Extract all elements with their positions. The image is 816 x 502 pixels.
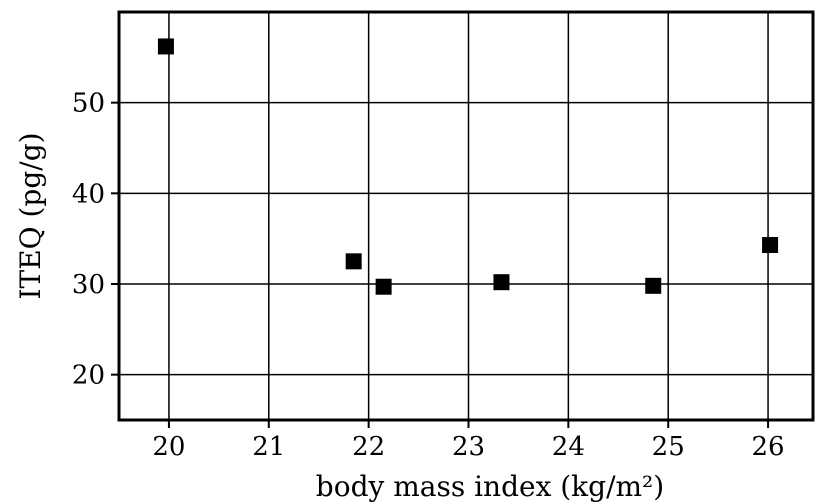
tick-labels: 20 21 22 23 24 25 26 20 30 40 50	[72, 89, 785, 462]
x-tick-label: 22	[352, 432, 385, 462]
data-point	[345, 253, 362, 270]
y-tick-label: 20	[72, 361, 105, 391]
x-axis-title: body mass index (kg/m²)	[316, 470, 664, 502]
data-point	[645, 277, 662, 294]
plot-frame	[117, 10, 815, 422]
data-point	[762, 237, 779, 254]
y-tick-label: 50	[72, 89, 105, 119]
x-tick-label: 23	[452, 432, 485, 462]
data-points	[157, 38, 779, 295]
x-tick-label: 26	[752, 432, 785, 462]
x-tick-label: 24	[552, 432, 585, 462]
y-tick-label: 30	[72, 270, 105, 300]
x-tick-label: 20	[152, 432, 185, 462]
axis-ticks	[111, 101, 770, 428]
data-point	[375, 278, 392, 295]
x-tick-label: 25	[652, 432, 685, 462]
data-point	[493, 274, 510, 291]
grid-lines	[119, 12, 813, 420]
y-axis-title: ITEQ (pg/g)	[14, 132, 47, 299]
data-point	[157, 38, 174, 55]
y-tick-label: 40	[72, 179, 105, 209]
x-tick-label: 21	[252, 432, 285, 462]
